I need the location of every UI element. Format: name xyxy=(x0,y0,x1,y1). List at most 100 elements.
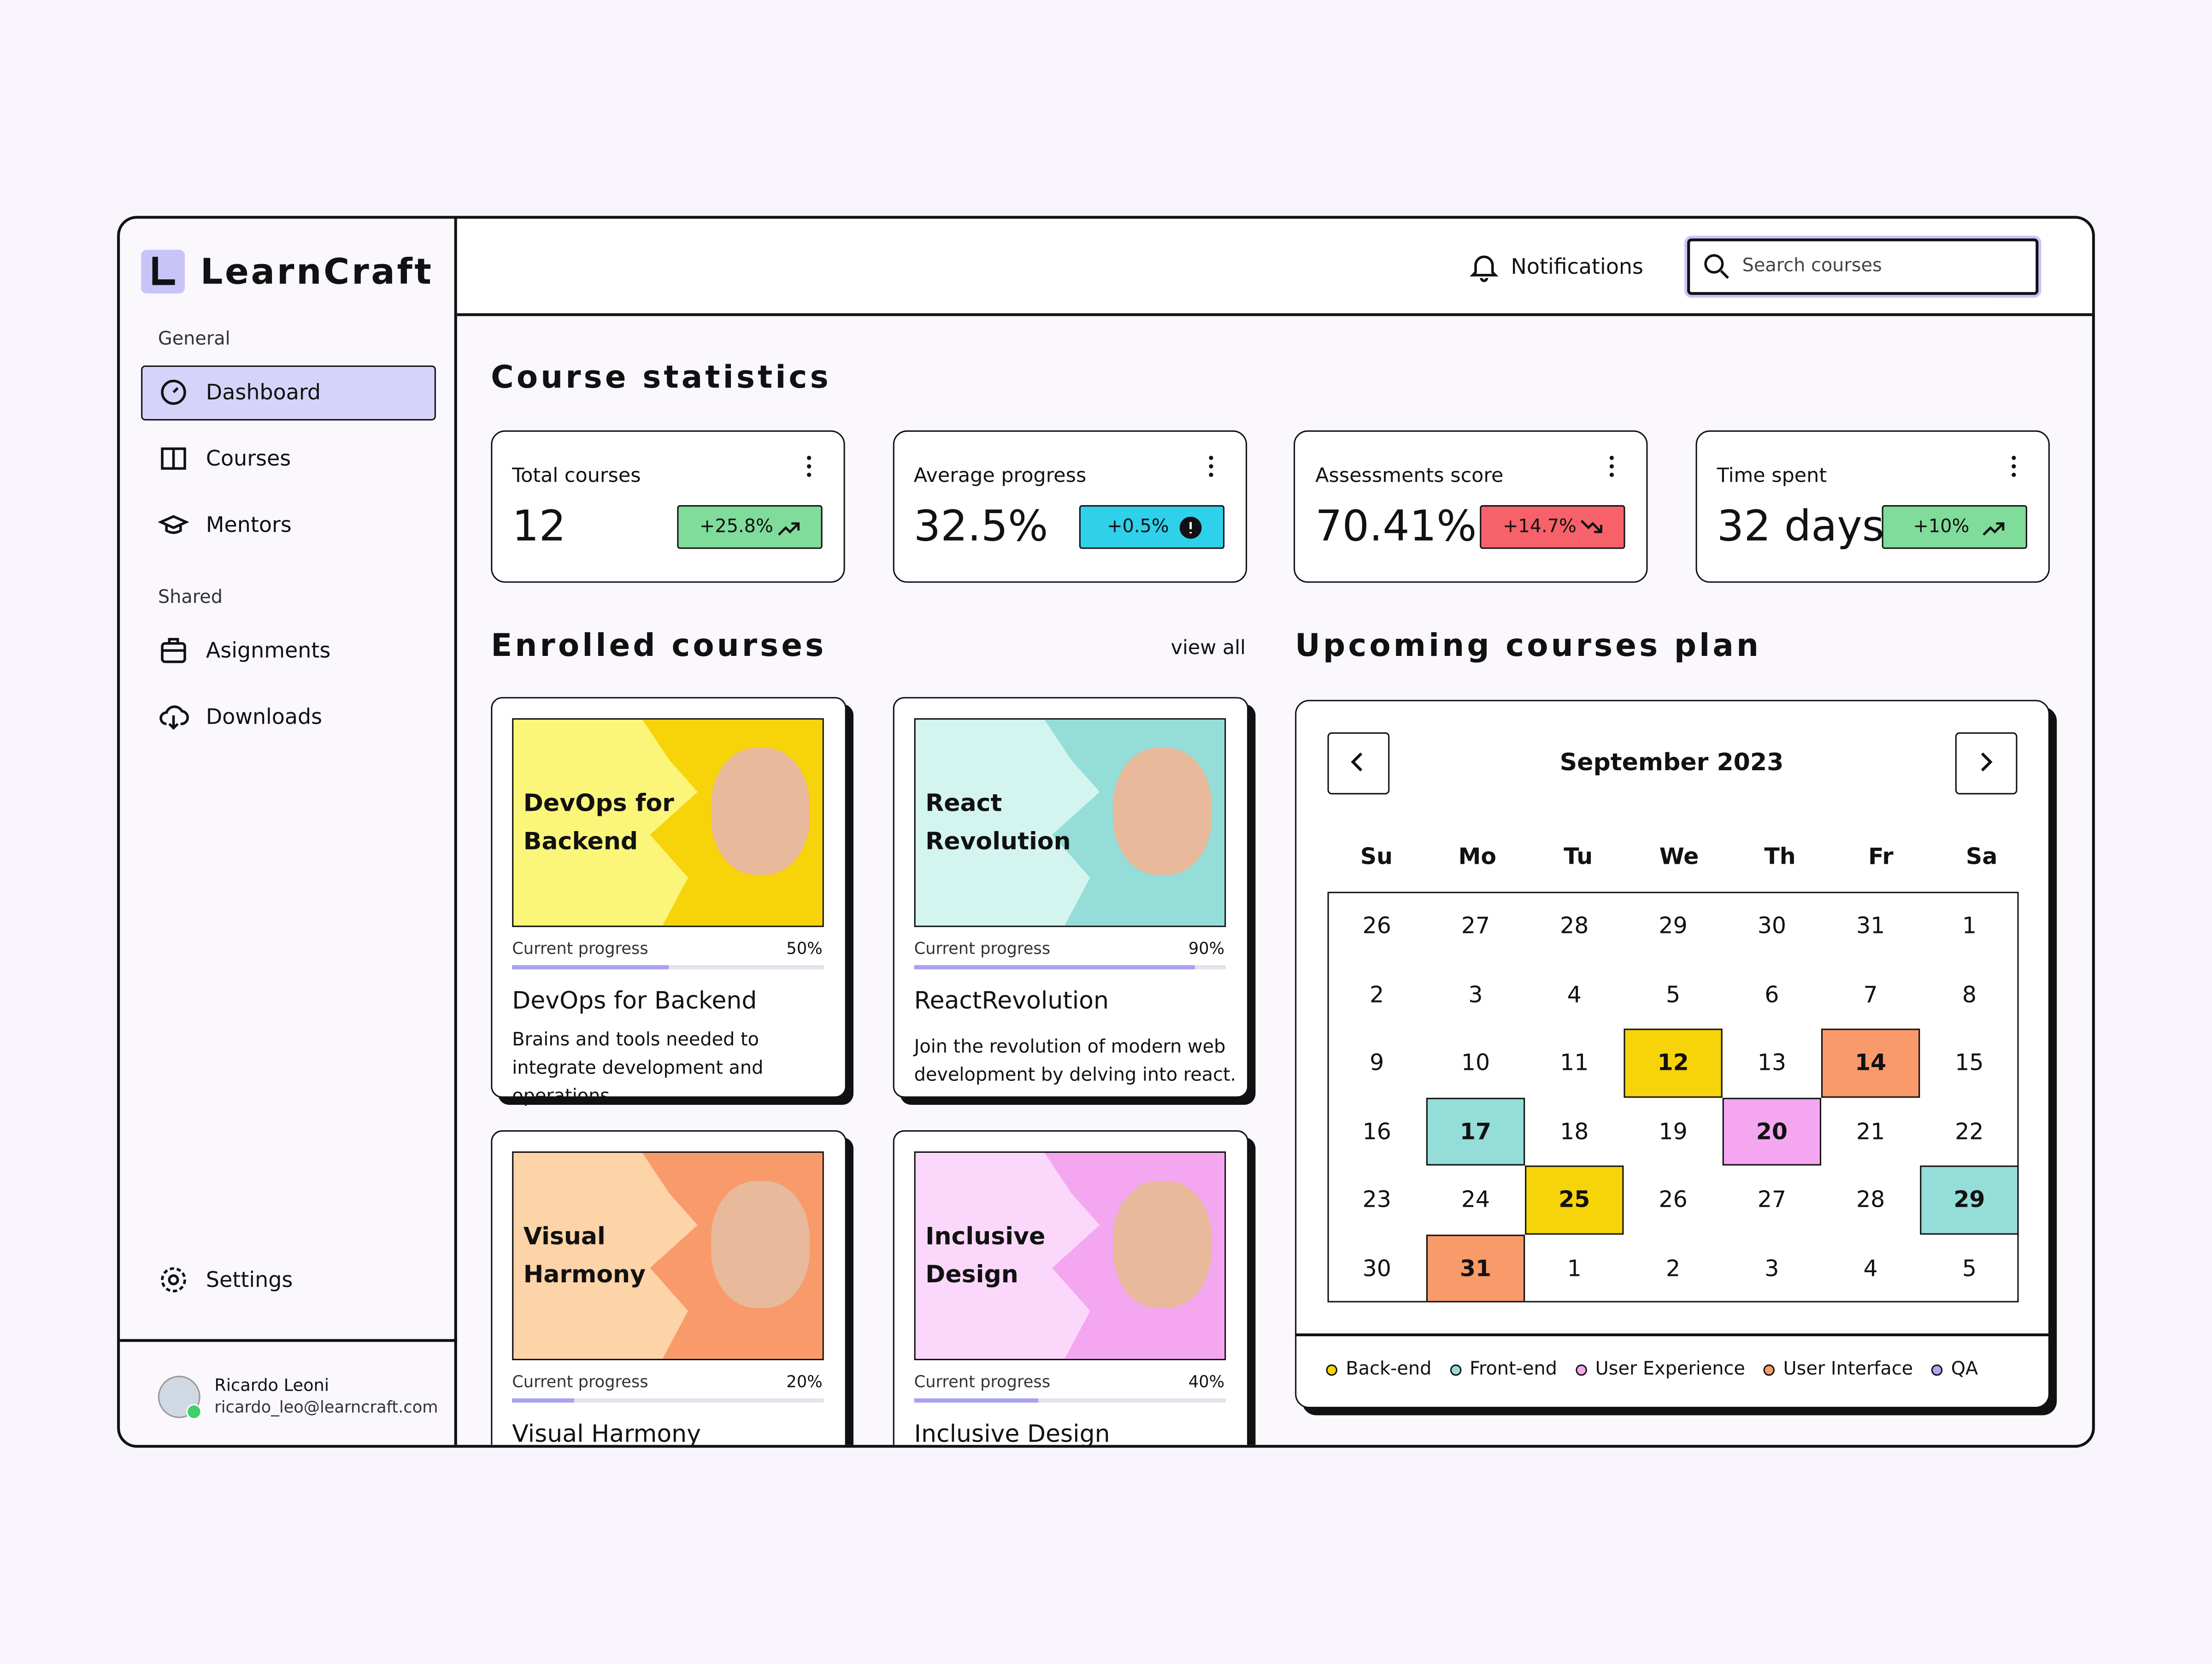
calendar-day[interactable]: 13 xyxy=(1757,1049,1787,1076)
calendar-day[interactable]: 4 xyxy=(1863,1254,1878,1282)
nav-item[interactable]: Dashboard xyxy=(206,379,321,405)
menu-dot[interactable] xyxy=(2012,472,2016,477)
calendar-day[interactable]: 28 xyxy=(1856,1186,1885,1213)
weekday: We xyxy=(1659,843,1699,870)
menu-dot[interactable] xyxy=(2012,464,2016,469)
change-text: +10% xyxy=(1913,517,1970,538)
calendar-day[interactable]: 6 xyxy=(1765,981,1779,1008)
calendar-day[interactable]: 1 xyxy=(1962,912,1977,939)
calendar-day[interactable]: 2 xyxy=(1665,1254,1681,1282)
menu-dot[interactable] xyxy=(1208,455,1213,460)
menu-dot[interactable] xyxy=(807,464,812,469)
change-text: +0.5% xyxy=(1107,517,1169,538)
divider xyxy=(120,1339,457,1342)
change-text: +25.8% xyxy=(700,517,773,538)
menu-dot[interactable] xyxy=(1610,464,1615,469)
calendar-day[interactable]: 31 xyxy=(1459,1254,1492,1282)
notifications[interactable]: Notifications xyxy=(1511,254,1643,280)
stat-label: Time spent xyxy=(1717,465,1827,488)
progress-track xyxy=(512,1398,824,1403)
calendar-day[interactable]: 20 xyxy=(1756,1117,1788,1145)
calendar-day[interactable]: 4 xyxy=(1567,981,1582,1008)
legend-dot xyxy=(1575,1364,1587,1376)
legend-divider xyxy=(1295,1333,2050,1336)
calendar-day[interactable]: 28 xyxy=(1560,912,1589,939)
cover-portrait xyxy=(711,748,810,875)
stat-label: Average progress xyxy=(913,465,1087,488)
calendar-day[interactable]: 9 xyxy=(1370,1049,1384,1076)
calendar-grid xyxy=(1327,891,2019,1303)
nav-item[interactable]: Courses xyxy=(206,446,291,472)
calendar-day[interactable]: 27 xyxy=(1757,1186,1787,1213)
event-cell[interactable] xyxy=(1821,1028,1920,1098)
calendar-day[interactable]: 15 xyxy=(1955,1049,1984,1076)
event-cell[interactable] xyxy=(1525,1165,1624,1234)
calendar-day[interactable]: 2 xyxy=(1370,981,1384,1008)
menu-dot[interactable] xyxy=(1208,472,1213,477)
calendar-day[interactable]: 7 xyxy=(1863,981,1878,1008)
calendar-day[interactable]: 21 xyxy=(1856,1117,1885,1145)
next-button[interactable] xyxy=(1955,732,2018,795)
legend-dot xyxy=(1450,1364,1461,1376)
calendar-day[interactable]: 31 xyxy=(1856,912,1885,939)
settings[interactable]: Settings xyxy=(206,1267,293,1293)
stat-label: Total courses xyxy=(512,465,641,488)
event-cell[interactable] xyxy=(1426,1234,1525,1303)
calendar-day[interactable]: 11 xyxy=(1560,1049,1589,1076)
progress-value: 20% xyxy=(786,1371,823,1392)
logo-mark xyxy=(152,257,158,285)
calendar-day[interactable]: 24 xyxy=(1461,1186,1490,1213)
calendar-day[interactable]: 18 xyxy=(1560,1117,1589,1145)
menu-dot[interactable] xyxy=(807,455,812,460)
calendar-day[interactable]: 23 xyxy=(1362,1186,1391,1213)
calendar-day[interactable]: 25 xyxy=(1559,1186,1590,1213)
nav-item[interactable]: Downloads xyxy=(206,704,323,730)
event-cell[interactable] xyxy=(1426,1097,1525,1166)
view-all[interactable]: view all xyxy=(1171,637,1246,660)
brand: LearnCraft xyxy=(200,251,434,292)
calendar-day[interactable]: 5 xyxy=(1665,981,1681,1008)
progress-fill xyxy=(512,1398,575,1403)
course-cover xyxy=(512,1151,824,1360)
legend-label: QA xyxy=(1951,1359,1978,1381)
calendar-day[interactable]: 8 xyxy=(1962,981,1977,1008)
nav-item[interactable]: Asignments xyxy=(206,637,331,663)
event-cell[interactable] xyxy=(1624,1028,1723,1098)
weekday: Tu xyxy=(1564,843,1593,870)
calendar-day[interactable]: 3 xyxy=(1765,1254,1779,1282)
course-cover xyxy=(914,718,1226,927)
calendar-day[interactable]: 30 xyxy=(1757,912,1787,939)
calendar-day[interactable]: 14 xyxy=(1855,1049,1887,1076)
calendar-day[interactable]: 19 xyxy=(1659,1117,1688,1145)
course-name: Visual Harmony xyxy=(512,1421,701,1448)
calendar-day[interactable]: 16 xyxy=(1362,1117,1391,1145)
calendar-day[interactable]: 26 xyxy=(1659,1186,1688,1213)
course-cover xyxy=(512,718,824,927)
calendar-day[interactable]: 27 xyxy=(1461,912,1490,939)
cover-title: DevOps for Backend xyxy=(523,790,674,857)
calendar-day[interactable]: 30 xyxy=(1362,1254,1391,1282)
calendar-day[interactable]: 3 xyxy=(1468,981,1483,1008)
calendar-day[interactable]: 29 xyxy=(1953,1186,1985,1213)
calendar-day[interactable]: 29 xyxy=(1659,912,1688,939)
menu-dot[interactable] xyxy=(1610,472,1615,477)
event-cell[interactable] xyxy=(1920,1165,2019,1234)
calendar-day[interactable]: 10 xyxy=(1461,1049,1490,1076)
legend-label: Back-end xyxy=(1346,1359,1432,1381)
prev-button[interactable] xyxy=(1327,732,1390,795)
calendar-day[interactable]: 12 xyxy=(1657,1049,1689,1076)
nav-item[interactable]: Mentors xyxy=(206,512,292,538)
event-cell[interactable] xyxy=(1722,1097,1822,1166)
search-box[interactable] xyxy=(1687,238,2039,295)
calendar-day[interactable]: 5 xyxy=(1962,1254,1977,1282)
calendar-day[interactable]: 26 xyxy=(1362,912,1391,939)
weekday: Fr xyxy=(1868,843,1894,870)
menu-dot[interactable] xyxy=(1610,455,1615,460)
menu-dot[interactable] xyxy=(2012,455,2016,460)
menu-dot[interactable] xyxy=(1208,464,1213,469)
menu-dot[interactable] xyxy=(807,472,812,477)
calendar-day[interactable]: 17 xyxy=(1459,1117,1492,1145)
calendar-day[interactable]: 1 xyxy=(1567,1254,1582,1282)
calendar-day[interactable]: 22 xyxy=(1955,1117,1984,1145)
search-icon xyxy=(1701,251,1732,282)
